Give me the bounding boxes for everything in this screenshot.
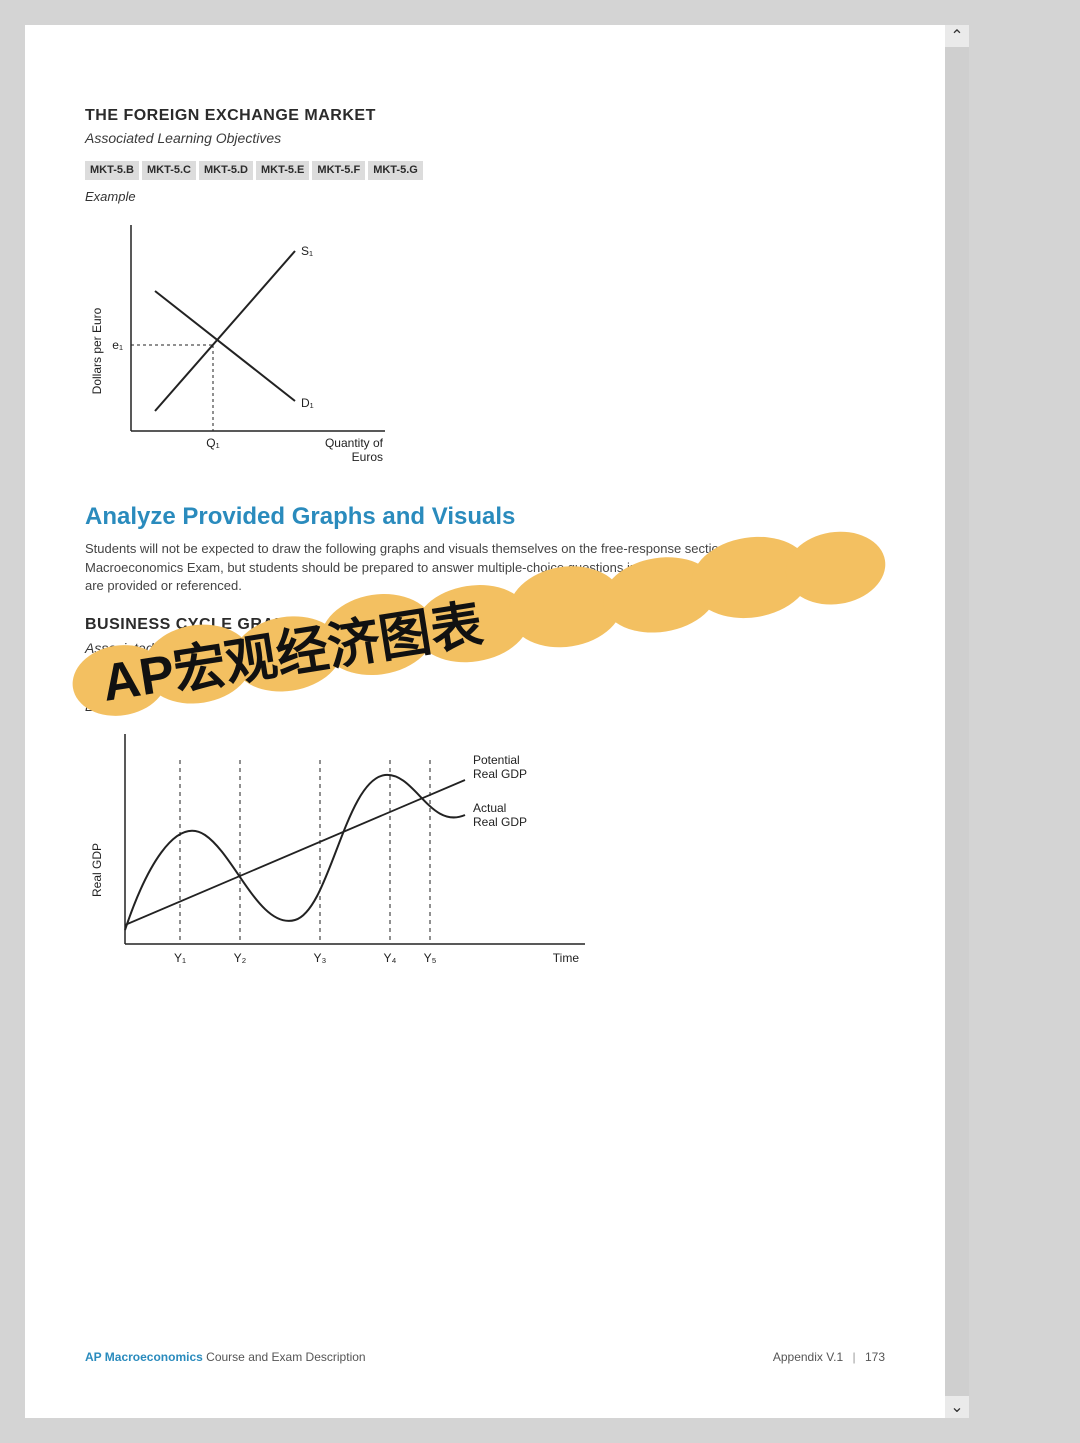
svg-text:Y₁: Y₁: [174, 951, 186, 965]
chevron-up-icon: ⌃: [950, 26, 963, 46]
scroll-track[interactable]: [945, 47, 969, 1396]
forex-chart: Dollars per Euro Quantity ofEuros S₁ D₁ e₁ Q₁: [85, 211, 885, 477]
svg-text:e₁: e₁: [112, 338, 123, 352]
analyze-heading: Analyze Provided Graphs and Visuals: [85, 500, 885, 534]
chevron-down-icon: ⌄: [950, 1397, 963, 1417]
svg-text:Potential: Potential: [473, 753, 520, 767]
forex-title: THE FOREIGN EXCHANGE MARKET: [85, 105, 885, 127]
document-page: THE FOREIGN EXCHANGE MARKET Associated L…: [25, 25, 945, 1418]
footer-sep: |: [853, 1350, 856, 1364]
objective-tag: MKT-5.E: [256, 161, 309, 180]
svg-text:Q₁: Q₁: [206, 436, 219, 450]
objective-tag: MKT-5.C: [142, 161, 196, 180]
scrollbar[interactable]: ⌃ ⌄: [945, 25, 969, 1418]
objective-tag: MKT-5.B: [85, 161, 139, 180]
footer-right: Appendix V.1 | 173: [773, 1349, 885, 1366]
objective-tag: MKT-5.F: [312, 161, 365, 180]
svg-text:Euros: Euros: [352, 450, 383, 464]
svg-text:Quantity of: Quantity of: [325, 436, 384, 450]
footer-left: AP Macroeconomics Course and Exam Descri…: [85, 1349, 366, 1366]
bizcycle-subtitle: Associated Learning Objectives: [85, 639, 885, 659]
svg-text:Y₅: Y₅: [424, 951, 437, 965]
svg-text:Dollars per Euro: Dollars per Euro: [90, 307, 104, 394]
footer-page: 173: [865, 1350, 885, 1364]
svg-text:Time: Time: [553, 951, 580, 965]
bizcycle-title: BUSINESS CYCLE GRAPH: [85, 614, 885, 636]
svg-text:Y₄: Y₄: [384, 951, 397, 965]
bizcycle-example-label: Example: [85, 698, 885, 716]
bizcycle-tags: MEA-2.A: [85, 668, 885, 689]
svg-text:Real GDP: Real GDP: [90, 843, 104, 897]
forex-subtitle: Associated Learning Objectives: [85, 129, 885, 149]
bizcycle-chart: Real GDPTimeY₁Y₂Y₃Y₄Y₅PotentialReal GDPA…: [85, 720, 885, 986]
scroll-down-button[interactable]: ⌄: [946, 1396, 968, 1418]
svg-text:D₁: D₁: [301, 396, 314, 410]
document-viewer: THE FOREIGN EXCHANGE MARKET Associated L…: [25, 25, 1055, 1418]
page-footer: AP Macroeconomics Course and Exam Descri…: [85, 1349, 885, 1366]
objective-tag: MKT-5.G: [368, 161, 423, 180]
svg-text:Y₃: Y₃: [314, 951, 327, 965]
forex-tags: MKT-5.BMKT-5.CMKT-5.DMKT-5.EMKT-5.FMKT-5…: [85, 159, 885, 180]
svg-text:Real GDP: Real GDP: [473, 815, 527, 829]
objective-tag: MEA-2.A: [85, 670, 140, 689]
scroll-up-button[interactable]: ⌃: [946, 25, 968, 47]
footer-desc-text: Course and Exam Description: [206, 1350, 365, 1364]
svg-text:Y₂: Y₂: [234, 951, 247, 965]
objective-tag: MKT-5.D: [199, 161, 253, 180]
svg-text:S₁: S₁: [301, 244, 313, 258]
footer-appendix: Appendix V.1: [773, 1350, 843, 1364]
forex-example-label: Example: [85, 188, 885, 206]
analyze-body: Students will not be expected to draw th…: [85, 540, 865, 597]
svg-text:Real GDP: Real GDP: [473, 767, 527, 781]
svg-text:Actual: Actual: [473, 801, 506, 815]
footer-course: AP Macroeconomics: [85, 1350, 203, 1364]
